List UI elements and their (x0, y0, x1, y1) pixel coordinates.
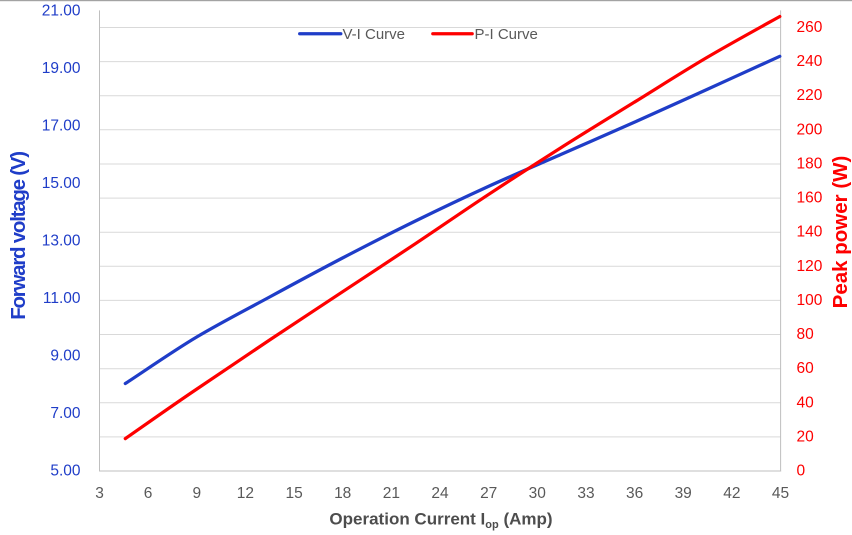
svg-text:140: 140 (797, 224, 823, 241)
svg-text:18: 18 (334, 485, 351, 502)
svg-text:80: 80 (797, 326, 815, 343)
svg-text:3: 3 (95, 485, 104, 502)
svg-text:42: 42 (723, 485, 740, 502)
svg-text:40: 40 (797, 394, 815, 411)
svg-text:100: 100 (797, 292, 823, 309)
svg-text:Operation Current Iop (Amp): Operation Current Iop (Amp) (329, 510, 552, 532)
svg-text:7.00: 7.00 (50, 405, 81, 422)
svg-text:200: 200 (797, 121, 823, 138)
svg-text:15: 15 (285, 485, 302, 502)
svg-text:60: 60 (797, 360, 815, 377)
svg-text:45: 45 (772, 485, 789, 502)
svg-text:21: 21 (383, 485, 400, 502)
svg-text:36: 36 (626, 485, 643, 502)
svg-text:Peak power (W): Peak power (W) (829, 156, 852, 309)
svg-text:160: 160 (797, 190, 823, 207)
svg-text:180: 180 (797, 156, 823, 173)
svg-text:27: 27 (480, 485, 497, 502)
svg-text:33: 33 (577, 485, 594, 502)
svg-text:5.00: 5.00 (50, 462, 81, 479)
svg-text:24: 24 (431, 485, 449, 502)
svg-text:21.00: 21.00 (42, 2, 81, 19)
svg-text:0: 0 (797, 463, 806, 480)
svg-text:30: 30 (529, 485, 547, 502)
svg-text:260: 260 (797, 19, 823, 36)
svg-text:39: 39 (675, 485, 692, 502)
svg-text:V-I Curve: V-I Curve (343, 26, 406, 43)
svg-text:Forward voltage (V): Forward voltage (V) (7, 152, 30, 320)
svg-text:9: 9 (192, 485, 201, 502)
svg-text:13.00: 13.00 (42, 232, 81, 249)
svg-text:P-I Curve: P-I Curve (475, 26, 538, 43)
svg-text:12: 12 (237, 485, 254, 502)
svg-text:240: 240 (797, 53, 823, 70)
svg-text:220: 220 (797, 87, 823, 104)
svg-text:9.00: 9.00 (50, 347, 81, 364)
svg-text:19.00: 19.00 (42, 60, 81, 77)
svg-text:17.00: 17.00 (42, 117, 81, 134)
svg-text:11.00: 11.00 (43, 290, 81, 307)
svg-text:6: 6 (144, 485, 153, 502)
svg-text:120: 120 (797, 258, 823, 275)
svg-text:15.00: 15.00 (42, 175, 81, 192)
svg-text:20: 20 (797, 428, 815, 445)
